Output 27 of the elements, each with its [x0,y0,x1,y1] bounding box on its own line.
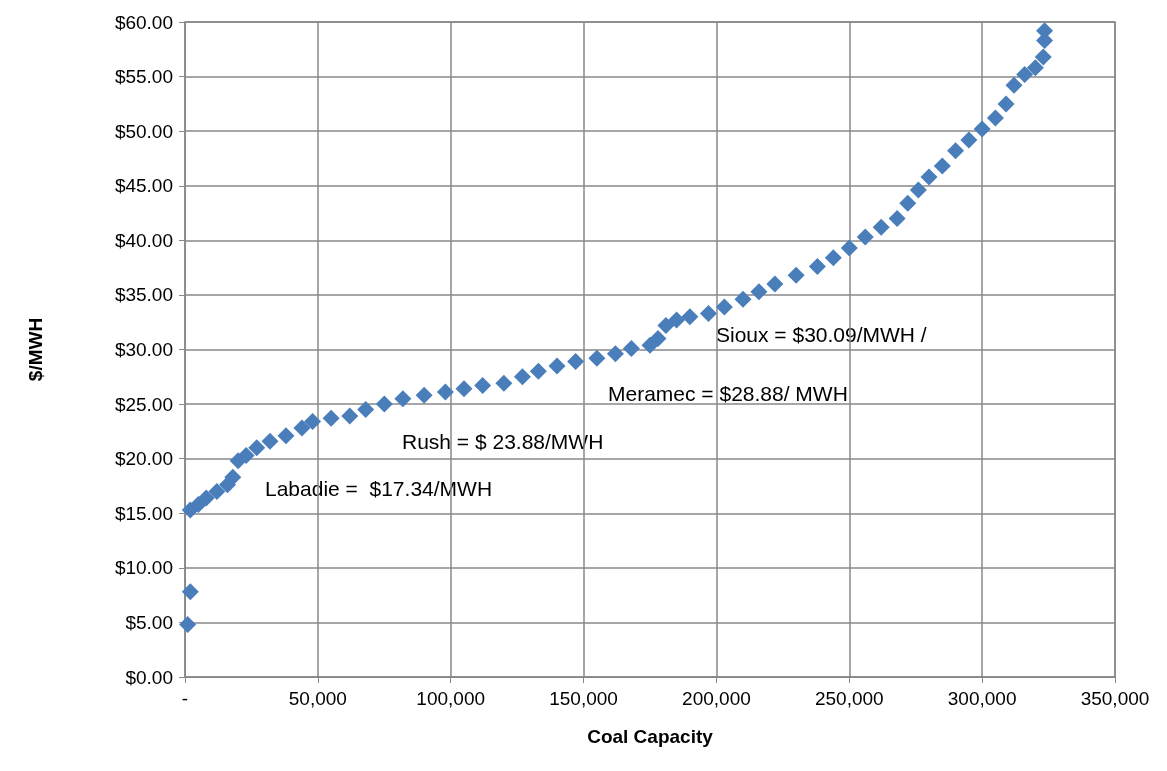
x-tick-label: 200,000 [682,688,751,709]
y-tick-label: $30.00 [114,339,173,360]
x-tick-label: - [181,688,189,709]
annotation: Sioux = $30.09/MWH / [716,323,927,346]
x-tick-label: 350,000 [1080,688,1150,709]
x-tick-label: 50,000 [288,688,347,709]
x-tick-label: 100,000 [416,688,486,709]
x-tick-label: 250,000 [814,688,884,709]
y-tick-label: $5.00 [125,611,173,633]
y-tick-label: $55.00 [114,66,173,88]
annotation: Rush = $ 23.88/MWH [402,430,604,453]
y-tick-label: $20.00 [114,448,173,470]
y-axis-title: $/MWH [25,317,46,382]
annotation: Meramec = $28.88/ MWH [608,382,848,405]
y-tick-label: $0.00 [125,666,173,688]
y-tick-label: $25.00 [114,393,173,415]
y-tick-label: $50.00 [114,120,173,142]
y-tick-label: $45.00 [114,175,173,197]
x-tick-label: 150,000 [549,688,618,709]
y-tick-label: $15.00 [114,502,173,524]
x-axis-title: Coal Capacity [587,726,714,747]
annotation: Labadie = $17.34/MWH [265,477,493,500]
y-tick-label: $40.00 [114,229,173,251]
y-tick-label: $60.00 [114,11,173,33]
y-tick-label: $10.00 [114,557,173,579]
y-tick-label: $35.00 [114,284,173,306]
x-tick-label: 300,000 [947,688,1017,709]
